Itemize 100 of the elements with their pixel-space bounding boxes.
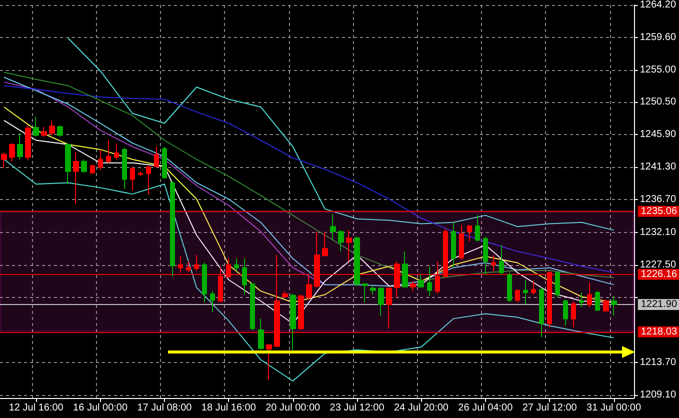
- candlestick: [595, 290, 600, 312]
- candlestick: [162, 146, 167, 179]
- candlestick: [194, 254, 199, 272]
- candlestick: [459, 224, 464, 260]
- candlestick: [370, 286, 376, 296]
- candlestick: [507, 272, 512, 303]
- y-tick-label: 1250.50: [640, 96, 676, 108]
- candlestick: [354, 236, 360, 287]
- candlestick: [49, 120, 55, 136]
- candlestick: [443, 228, 448, 278]
- candlestick: [114, 142, 119, 160]
- candlestick: [410, 280, 416, 292]
- x-tick-label: 18 Jul 16:00: [201, 402, 256, 414]
- line-series: [4, 158, 614, 382]
- candlestick: [146, 165, 151, 196]
- candlestick: [178, 256, 183, 274]
- candlestick: [274, 254, 280, 348]
- x-tick-label: 23 Jul 12:00: [330, 402, 385, 414]
- candlestick: [603, 299, 609, 312]
- ref-line-label: 1235.06: [640, 206, 678, 217]
- candlestick: [306, 276, 312, 300]
- candlestick: [202, 262, 207, 303]
- ref-line-label: 1218.03: [640, 326, 678, 338]
- y-tick-label: 1236.70: [640, 194, 676, 206]
- candlestick: [611, 296, 617, 316]
- candlestick: [435, 260, 440, 294]
- candlestick: [98, 148, 103, 170]
- candlestick: [186, 260, 191, 272]
- candlestick: [338, 230, 344, 252]
- candlestick: [234, 258, 239, 272]
- y-tick-label: 1245.90: [640, 129, 676, 140]
- y-tick-label: 1259.60: [640, 32, 676, 44]
- candlestick: [1, 152, 7, 168]
- ref-line-label: 1221.90: [640, 299, 678, 310]
- candlestick: [427, 266, 432, 297]
- candlestick: [250, 282, 255, 331]
- x-tick-label: 26 Jul 04:00: [458, 402, 514, 414]
- candlestick: [17, 132, 23, 160]
- line-series: [4, 82, 326, 286]
- y-tick-label: 1232.10: [640, 226, 676, 238]
- candlestick: [394, 260, 400, 298]
- candlestick: [9, 142, 15, 162]
- candlestick: [25, 124, 31, 161]
- x-tick-label: 17 Jul 08:00: [137, 402, 192, 414]
- candlestick: [218, 267, 223, 303]
- candlestick: [226, 258, 231, 278]
- candlestick: [33, 116, 39, 138]
- candlestick: [346, 230, 352, 262]
- candlestick: [298, 294, 304, 331]
- candlestick: [499, 244, 504, 276]
- candlestick: [515, 289, 520, 302]
- candlestick: [451, 222, 456, 268]
- candlestick: [242, 258, 247, 296]
- candlestick: [90, 164, 95, 174]
- candlestick: [138, 170, 143, 177]
- candlestick: [523, 279, 528, 306]
- x-tick-label: 20 Jul 00:00: [266, 402, 321, 414]
- y-tick-label: 1227.50: [640, 259, 676, 270]
- candlestick: [154, 146, 159, 168]
- ref-line-label: 1226.16: [640, 268, 678, 280]
- candlestick: [579, 292, 584, 308]
- candlestick: [587, 282, 592, 308]
- candlestick: [475, 214, 480, 242]
- candlestick: [491, 254, 496, 272]
- candlestick: [130, 166, 135, 192]
- candlestick: [314, 231, 320, 288]
- candlestick: [170, 180, 175, 277]
- candlestick: [467, 224, 472, 242]
- candlestick: [322, 231, 328, 257]
- candlestick: [258, 318, 264, 350]
- x-tick-label: 24 Jul 20:00: [394, 402, 449, 414]
- candlestick: [571, 300, 576, 328]
- x-tick-label: 31 Jul 00:00: [586, 402, 642, 414]
- y-tick-label: 1264.20: [640, 0, 676, 10]
- y-tick-label: 1255.00: [640, 64, 676, 76]
- candlestick: [266, 344, 272, 380]
- candlestick: [378, 287, 384, 316]
- candlestick: [210, 290, 215, 313]
- candlestick: [330, 213, 336, 241]
- line-series: [68, 38, 614, 231]
- candlestick: [122, 148, 127, 190]
- candlestick: [563, 299, 568, 326]
- candlestick: [73, 151, 79, 204]
- y-tick-label: 1213.70: [640, 357, 676, 368]
- candlestick: [57, 124, 63, 138]
- candlestick: [555, 270, 560, 298]
- candlestick: [402, 250, 408, 288]
- candlestick: [41, 126, 47, 138]
- y-tick-label: 1241.30: [640, 162, 676, 173]
- candlestick: [386, 287, 392, 330]
- x-tick-label: 27 Jul 12:00: [522, 402, 578, 414]
- candlestick: [290, 293, 296, 350]
- candlestick: [362, 282, 368, 303]
- candlestick: [81, 158, 87, 174]
- candlestick: [106, 140, 111, 164]
- candlestick: [65, 142, 71, 185]
- x-tick-label: 16 Jul 00:00: [73, 402, 128, 414]
- candlestick: [547, 270, 552, 328]
- candlestick: [483, 236, 488, 276]
- candlestick: [418, 274, 424, 288]
